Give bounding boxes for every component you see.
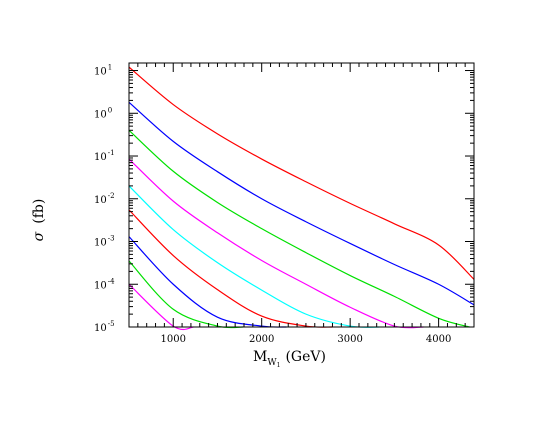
- series-line-8: [128, 260, 244, 329]
- plot-frame: [128, 62, 475, 328]
- y-tick-label: 10-3: [94, 235, 115, 249]
- y-tick-label: 100: [94, 106, 112, 120]
- x-tick-label: 4000: [426, 334, 451, 345]
- x-tick-label: 1000: [161, 334, 186, 345]
- series-line-2: [128, 101, 475, 306]
- y-axis-title: σ(fb): [31, 199, 47, 242]
- y-tick-labels: 101 100 10-1 10-2 10-3 10-4 10-5: [94, 64, 115, 334]
- series-line-1: [128, 66, 475, 280]
- x-tick-label: 2000: [249, 334, 274, 345]
- series-line-6: [128, 209, 333, 328]
- y-tick-label: 10-4: [94, 277, 115, 291]
- series-line-7: [128, 236, 287, 328]
- y-tick-label: 101: [94, 64, 112, 78]
- x-axis-title: MW1(GeV): [253, 349, 326, 369]
- series-line-3: [128, 129, 470, 328]
- series-curves: [128, 66, 475, 331]
- y-tick-label: 10-1: [94, 149, 115, 163]
- x-tick-labels: 1000 2000 3000 4000: [161, 334, 452, 345]
- x-tick-label: 3000: [337, 334, 362, 345]
- series-line-4: [128, 158, 424, 329]
- y-tick-label: 10-5: [94, 320, 115, 334]
- y-tick-label: 10-2: [94, 192, 115, 206]
- series-line-9: [128, 283, 194, 331]
- axis-ticks: [129, 63, 475, 328]
